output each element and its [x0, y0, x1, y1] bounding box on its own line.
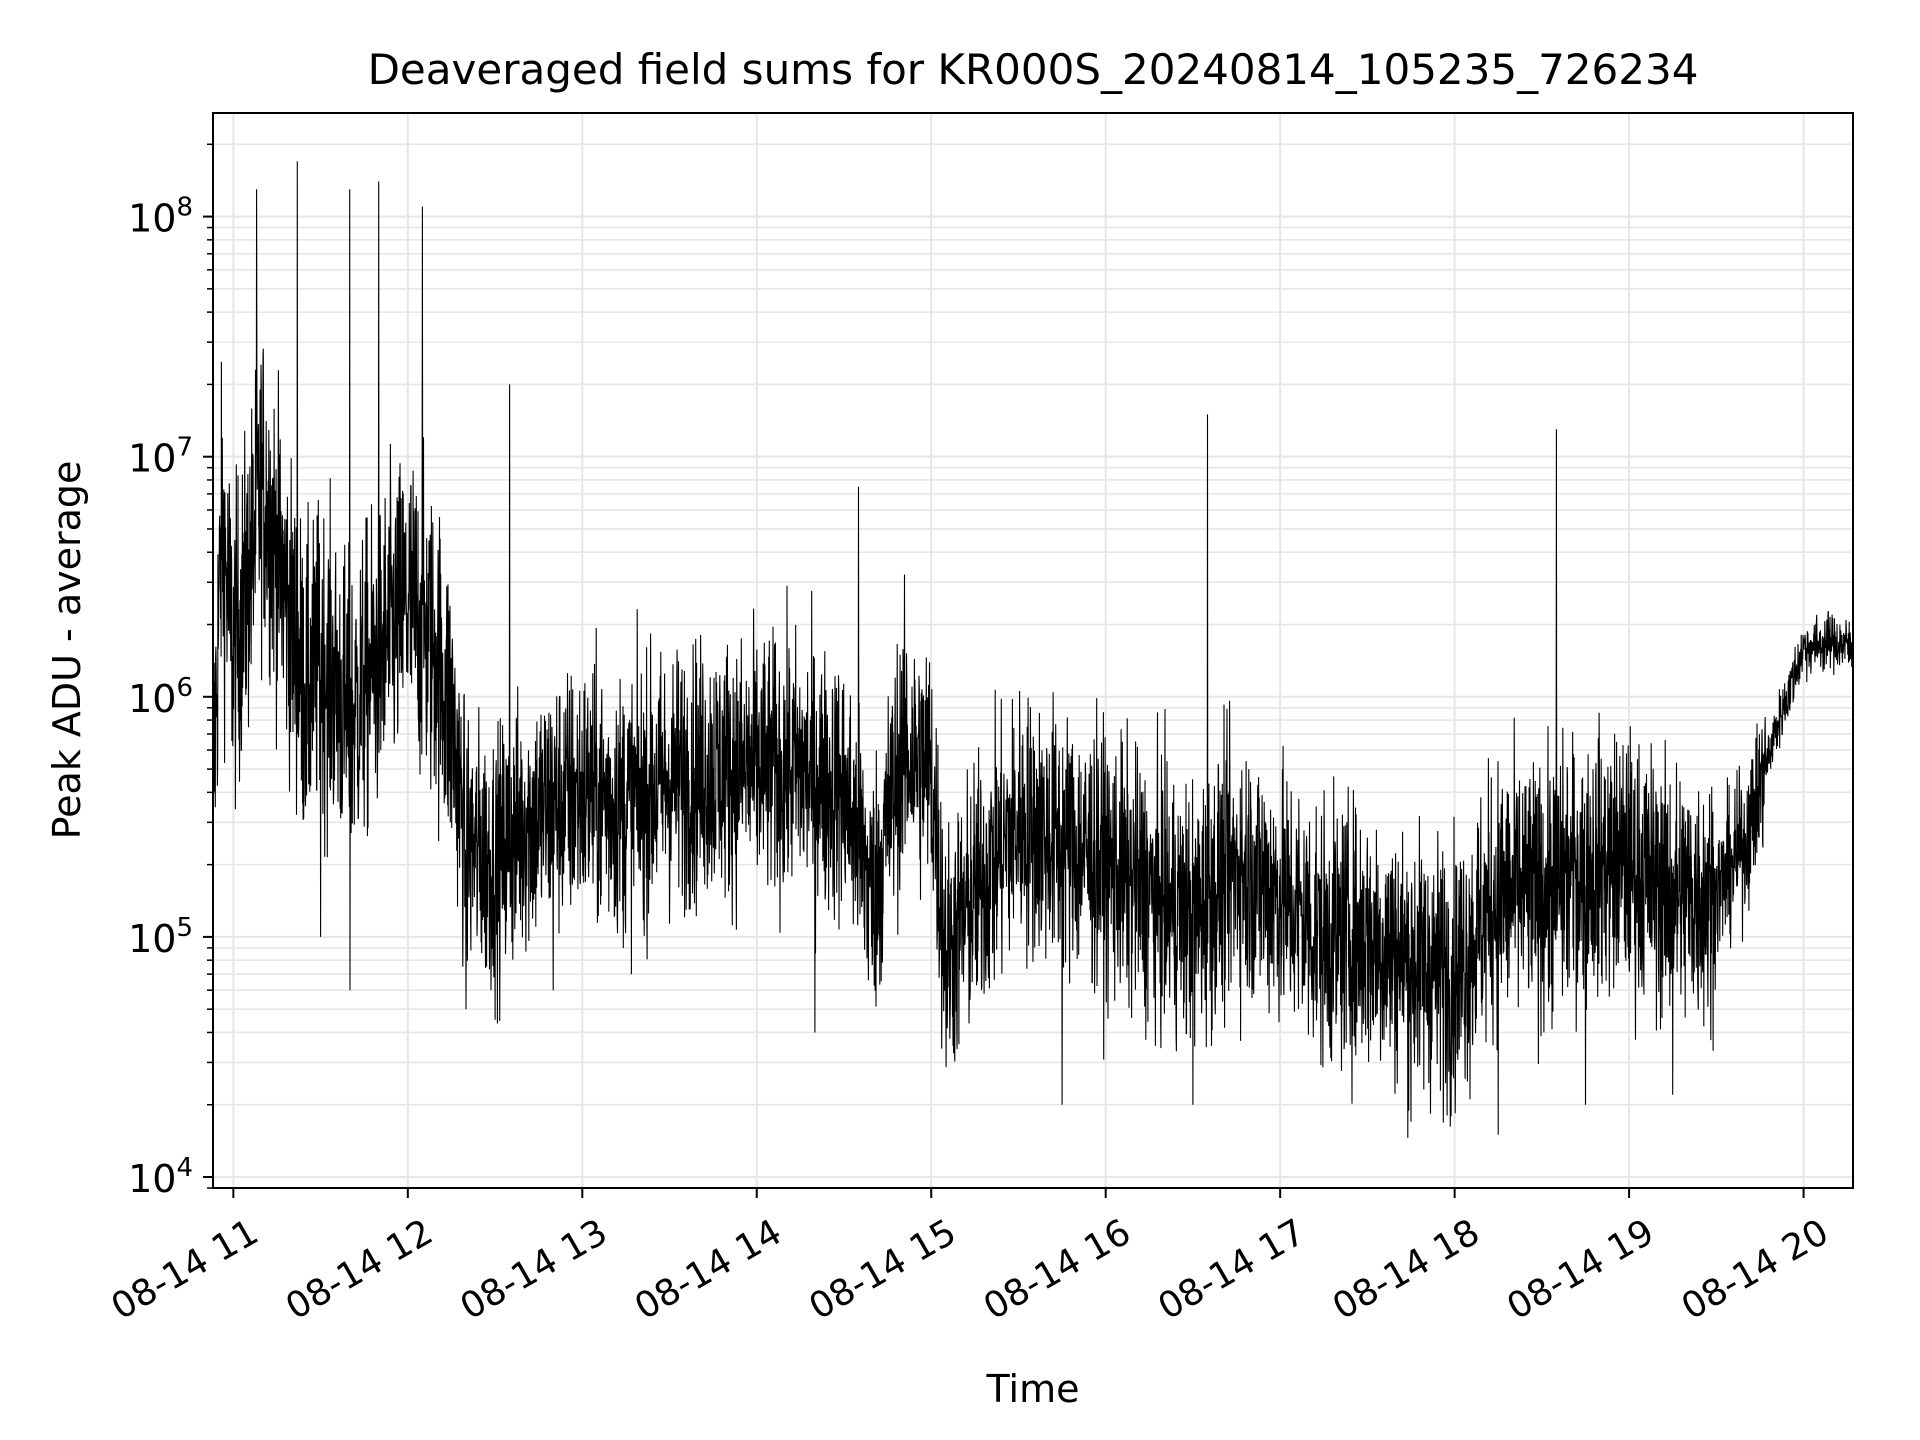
y-axis-label: Peak ADU - average: [45, 461, 89, 840]
y-tick-base: 10: [128, 197, 176, 241]
chart-title: Deaveraged field sums for KR000S_2024081…: [368, 45, 1699, 94]
data-layer: [212, 161, 1854, 1138]
y-tick-base: 10: [128, 437, 176, 481]
y-tick-base: 10: [128, 1157, 176, 1201]
plot-frame: [212, 112, 1854, 1189]
x-axis-label: Time: [986, 1367, 1080, 1411]
y-tick-base: 10: [128, 677, 176, 721]
y-tick-base: 10: [128, 917, 176, 961]
y-tick-exponent: 4: [176, 1153, 193, 1183]
y-tick-label: 104: [128, 1153, 193, 1201]
data-series-line: [212, 161, 1854, 1138]
y-tick-label: 108: [128, 193, 193, 241]
y-tick-exponent: 5: [176, 913, 193, 943]
y-tick-label: 107: [128, 433, 193, 481]
y-tick-exponent: 6: [176, 673, 193, 703]
y-tick-exponent: 7: [176, 433, 193, 463]
y-tick-label: 106: [128, 673, 193, 721]
y-tick-label: 105: [128, 913, 193, 961]
y-tick-exponent: 8: [176, 193, 193, 223]
